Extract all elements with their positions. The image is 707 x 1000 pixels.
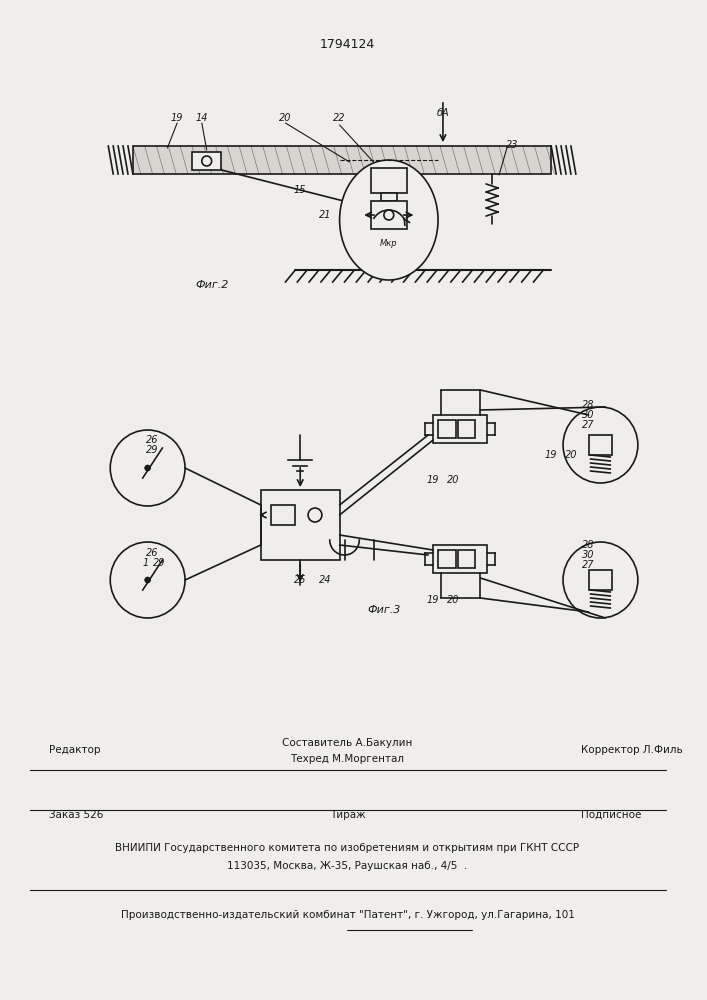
Text: 14: 14 bbox=[196, 113, 208, 123]
Text: 19: 19 bbox=[545, 450, 558, 460]
Bar bbox=[457, 420, 475, 438]
Text: 27: 27 bbox=[583, 420, 595, 430]
Text: 28: 28 bbox=[583, 400, 595, 410]
Text: 19: 19 bbox=[171, 113, 183, 123]
Text: 24: 24 bbox=[319, 575, 331, 585]
Bar bbox=[381, 193, 397, 201]
Text: 26: 26 bbox=[146, 548, 159, 558]
Text: Производственно-издательский комбинат "Патент", г. Ужгород, ул.Гагарина, 101: Производственно-издательский комбинат "П… bbox=[120, 910, 574, 920]
Bar bbox=[371, 168, 407, 193]
Text: Корректор Л.Филь: Корректор Л.Филь bbox=[580, 745, 682, 755]
Text: 20: 20 bbox=[279, 113, 292, 123]
Circle shape bbox=[145, 577, 151, 583]
Text: ВНИИПИ Государственного комитета по изобретениям и открытиям при ГКНТ СССР: ВНИИПИ Государственного комитета по изоб… bbox=[115, 843, 580, 853]
Bar bbox=[433, 415, 487, 443]
Text: 29: 29 bbox=[146, 445, 159, 455]
Text: 1794124: 1794124 bbox=[320, 38, 375, 51]
Text: Мкр: Мкр bbox=[380, 239, 397, 248]
Text: 19: 19 bbox=[427, 475, 439, 485]
Text: 1: 1 bbox=[143, 558, 148, 568]
Text: Составитель А.Бакулин: Составитель А.Бакулин bbox=[282, 738, 413, 748]
Text: 27: 27 bbox=[583, 560, 595, 570]
Text: Тираж: Тираж bbox=[329, 810, 366, 820]
Text: 26: 26 bbox=[146, 435, 159, 445]
Text: 20: 20 bbox=[565, 450, 577, 460]
Bar bbox=[192, 152, 221, 170]
Bar bbox=[589, 435, 612, 455]
Ellipse shape bbox=[339, 160, 438, 280]
Bar bbox=[371, 201, 407, 229]
Circle shape bbox=[110, 542, 185, 618]
Text: 113035, Москва, Ж-35, Раушская наб., 4/5  .: 113035, Москва, Ж-35, Раушская наб., 4/5… bbox=[228, 861, 467, 871]
Text: 30: 30 bbox=[583, 550, 595, 560]
Bar bbox=[133, 146, 551, 174]
Text: Рт: Рт bbox=[377, 218, 387, 227]
Circle shape bbox=[563, 542, 638, 618]
Text: 28: 28 bbox=[583, 540, 595, 550]
Bar bbox=[438, 550, 456, 568]
Text: 15: 15 bbox=[294, 185, 306, 195]
Bar bbox=[271, 505, 296, 525]
Text: бА: бА bbox=[437, 108, 449, 118]
Text: 21: 21 bbox=[319, 210, 331, 220]
Text: 30: 30 bbox=[583, 410, 595, 420]
Text: 20: 20 bbox=[447, 595, 459, 605]
Text: Техред М.Моргентал: Техред М.Моргентал bbox=[291, 754, 404, 764]
Text: 23: 23 bbox=[506, 140, 518, 150]
Bar bbox=[589, 570, 612, 590]
Text: 29: 29 bbox=[153, 558, 165, 568]
Bar bbox=[261, 490, 339, 560]
Text: 19: 19 bbox=[427, 595, 439, 605]
Text: Заказ 526: Заказ 526 bbox=[49, 810, 104, 820]
Circle shape bbox=[563, 407, 638, 483]
Text: 20: 20 bbox=[447, 475, 459, 485]
Circle shape bbox=[145, 465, 151, 471]
Text: 22: 22 bbox=[333, 113, 346, 123]
Circle shape bbox=[110, 430, 185, 506]
Text: 25: 25 bbox=[294, 575, 306, 585]
Bar bbox=[433, 545, 487, 573]
Bar bbox=[457, 550, 475, 568]
Text: Подписное: Подписное bbox=[580, 810, 641, 820]
Text: Фиг.3: Фиг.3 bbox=[367, 605, 401, 615]
Text: Редактор: Редактор bbox=[49, 745, 100, 755]
Bar bbox=[438, 420, 456, 438]
Text: Фиг.2: Фиг.2 bbox=[195, 280, 228, 290]
